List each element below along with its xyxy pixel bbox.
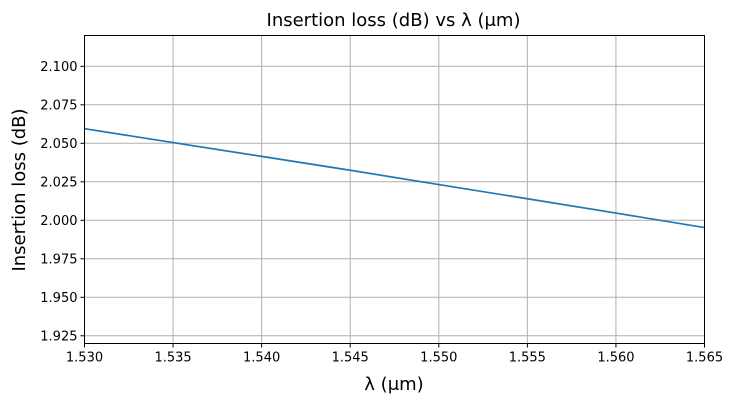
y-tick-label: 2.000 [40,214,77,229]
x-tick-label: 1.555 [509,351,546,366]
y-tick-label: 1.975 [40,252,77,267]
plot-frame [84,35,705,344]
chart-title: Insertion loss (dB) vs λ (μm) [267,10,521,31]
x-tick-label: 1.540 [243,351,280,366]
grid-layer [84,35,705,344]
y-tick-label: 2.100 [40,60,77,75]
x-tick-label: 1.550 [420,351,457,366]
series-line [84,127,705,229]
x-axis: 1.530 1.535 1.540 1.545 1.550 1.555 1.560 1.565 [66,343,723,366]
y-tick-label: 2.075 [40,98,77,113]
x-tick-label: 1.535 [154,351,191,366]
x-tick-label: 1.560 [597,351,634,366]
series-layer [84,127,705,229]
y-axis: 1.925 1.950 1.975 2.000 2.025 2.050 2.075 2.100 [40,60,85,344]
y-tick-label: 2.025 [40,175,77,190]
y-tick-label: 1.925 [40,329,77,344]
y-tick-label: 1.950 [40,291,77,306]
x-axis-label: λ (μm) [364,374,423,395]
y-tick-label: 2.050 [40,137,77,152]
y-axis-label: Insertion loss (dB) [9,108,30,271]
x-tick-label: 1.530 [66,351,103,366]
x-tick-label: 1.565 [686,351,723,366]
x-tick-label: 1.545 [332,351,369,366]
